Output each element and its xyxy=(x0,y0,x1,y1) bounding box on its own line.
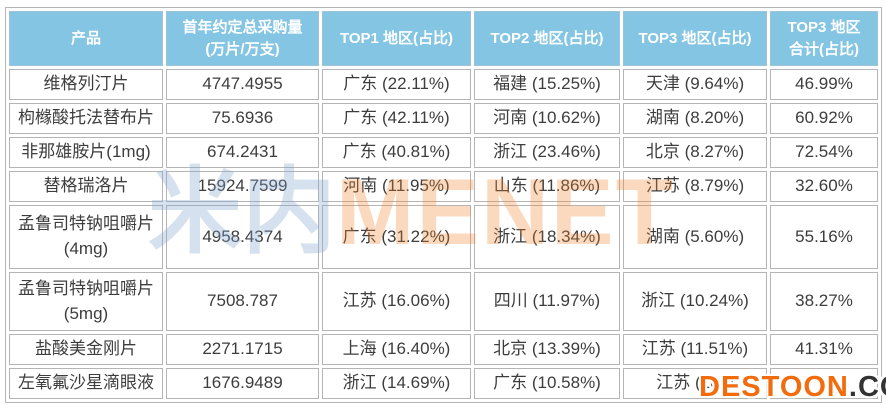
cell-top3: 江苏 (11.51%) xyxy=(623,334,767,365)
table-header-row: 产品 首年约定总采购量 (万片/万支) TOP1 地区(占比) TOP2 地区(… xyxy=(9,11,878,66)
cell-top1: 广东 (42.11%) xyxy=(322,103,471,134)
cell-product: 维格列汀片 xyxy=(9,69,163,100)
column-header-top2: TOP2 地区(占比) xyxy=(474,11,620,66)
table-row: 非那雄胺片(1mg) 674.2431 广东 (40.81%) 浙江 (23.4… xyxy=(9,137,878,168)
cell-top2: 福建 (15.25%) xyxy=(474,69,620,100)
cell-product: 枸橼酸托法替布片 xyxy=(9,103,163,134)
cell-volume: 674.2431 xyxy=(166,137,319,168)
cell-top2: 北京 (13.39%) xyxy=(474,334,620,365)
cell-top3: 江苏 (10.0 xyxy=(623,368,767,399)
cell-top3: 浙江 (10.24%) xyxy=(623,272,767,331)
cell-product: 孟鲁司特钠咀嚼片(5mg) xyxy=(9,272,163,331)
cell-top1: 浙江 (14.69%) xyxy=(322,368,471,399)
cell-product: 非那雄胺片(1mg) xyxy=(9,137,163,168)
cell-product: 盐酸美金刚片 xyxy=(9,334,163,365)
cell-top2: 河南 (10.62%) xyxy=(474,103,620,134)
table-row: 盐酸美金刚片 2271.1715 上海 (16.40%) 北京 (13.39%)… xyxy=(9,334,878,365)
column-header-label: TOP2 地区(占比) xyxy=(490,29,604,47)
cell-top3: 江苏 (8.79%) xyxy=(623,171,767,202)
cell-volume: 7508.787 xyxy=(166,272,319,331)
table-row: 维格列汀片 4747.4955 广东 (22.11%) 福建 (15.25%) … xyxy=(9,69,878,100)
cell-top3-total: 41.31% xyxy=(770,334,878,365)
cell-volume: 1676.9489 xyxy=(166,368,319,399)
table-row: 左氧氟沙星滴眼液 1676.9489 浙江 (14.69%) 广东 (10.58… xyxy=(9,368,878,399)
column-header-volume: 首年约定总采购量 (万片/万支) xyxy=(166,11,319,66)
cell-top1: 江苏 (16.06%) xyxy=(322,272,471,331)
cell-volume: 15924.7599 xyxy=(166,171,319,202)
cell-top3-total: 32.60% xyxy=(770,171,878,202)
table-row: 替格瑞洛片 15924.7599 河南 (11.95%) 山东 (11.86%)… xyxy=(9,171,878,202)
cell-top3: 湖南 (5.60%) xyxy=(623,205,767,269)
cell-top3: 湖南 (8.20%) xyxy=(623,103,767,134)
cell-top2: 浙江 (18.34%) xyxy=(474,205,620,269)
cell-top1: 广东 (40.81%) xyxy=(322,137,471,168)
cell-top3: 天津 (9.64%) xyxy=(623,69,767,100)
column-header-label: 首年约定总采购量 xyxy=(182,18,303,36)
cell-top1: 上海 (16.40%) xyxy=(322,334,471,365)
column-header-top1: TOP1 地区(占比) xyxy=(322,11,471,66)
column-header-label: 产品 xyxy=(70,29,101,47)
table-row: 枸橼酸托法替布片 75.6936 广东 (42.11%) 河南 (10.62%)… xyxy=(9,103,878,134)
table-row: 孟鲁司特钠咀嚼片(5mg) 7508.787 江苏 (16.06%) 四川 (1… xyxy=(9,272,878,331)
column-header-product: 产品 xyxy=(9,11,163,66)
cell-top1: 河南 (11.95%) xyxy=(322,171,471,202)
column-header-label: TOP3 地区 xyxy=(787,18,861,36)
column-header-top3-total: TOP3 地区 合计(占比) xyxy=(770,11,878,66)
cell-top3-total: 60.92% xyxy=(770,103,878,134)
cell-top3: 北京 (8.27%) xyxy=(623,137,767,168)
cell-top3-total xyxy=(770,368,878,399)
cell-volume: 2271.1715 xyxy=(166,334,319,365)
cell-product: 替格瑞洛片 xyxy=(9,171,163,202)
table-row: 孟鲁司特钠咀嚼片(4mg) 4958.4374 广东 (31.22%) 浙江 (… xyxy=(9,205,878,269)
cell-volume: 75.6936 xyxy=(166,103,319,134)
cell-top3-total: 72.54% xyxy=(770,137,878,168)
cell-top3-total: 46.99% xyxy=(770,69,878,100)
cell-top3-total: 55.16% xyxy=(770,205,878,269)
cell-product: 左氧氟沙星滴眼液 xyxy=(9,368,163,399)
column-header-sublabel: (万片/万支) xyxy=(205,40,280,58)
cell-top2: 四川 (11.97%) xyxy=(474,272,620,331)
cell-volume: 4958.4374 xyxy=(166,205,319,269)
cell-product: 孟鲁司特钠咀嚼片(4mg) xyxy=(9,205,163,269)
cell-top2: 广东 (10.58%) xyxy=(474,368,620,399)
procurement-table: 产品 首年约定总采购量 (万片/万支) TOP1 地区(占比) TOP2 地区(… xyxy=(5,7,882,403)
cell-top2: 山东 (11.86%) xyxy=(474,171,620,202)
cell-top1: 广东 (31.22%) xyxy=(322,205,471,269)
column-header-sublabel: 合计(占比) xyxy=(789,40,859,58)
cell-top1: 广东 (22.11%) xyxy=(322,69,471,100)
column-header-label: TOP1 地区(占比) xyxy=(339,29,454,47)
column-header-top3: TOP3 地区(占比) xyxy=(623,11,767,66)
cell-top3-total: 38.27% xyxy=(770,272,878,331)
cell-top2: 浙江 (23.46%) xyxy=(474,137,620,168)
column-header-label: TOP3 地区(占比) xyxy=(638,29,752,47)
cell-volume: 4747.4955 xyxy=(166,69,319,100)
